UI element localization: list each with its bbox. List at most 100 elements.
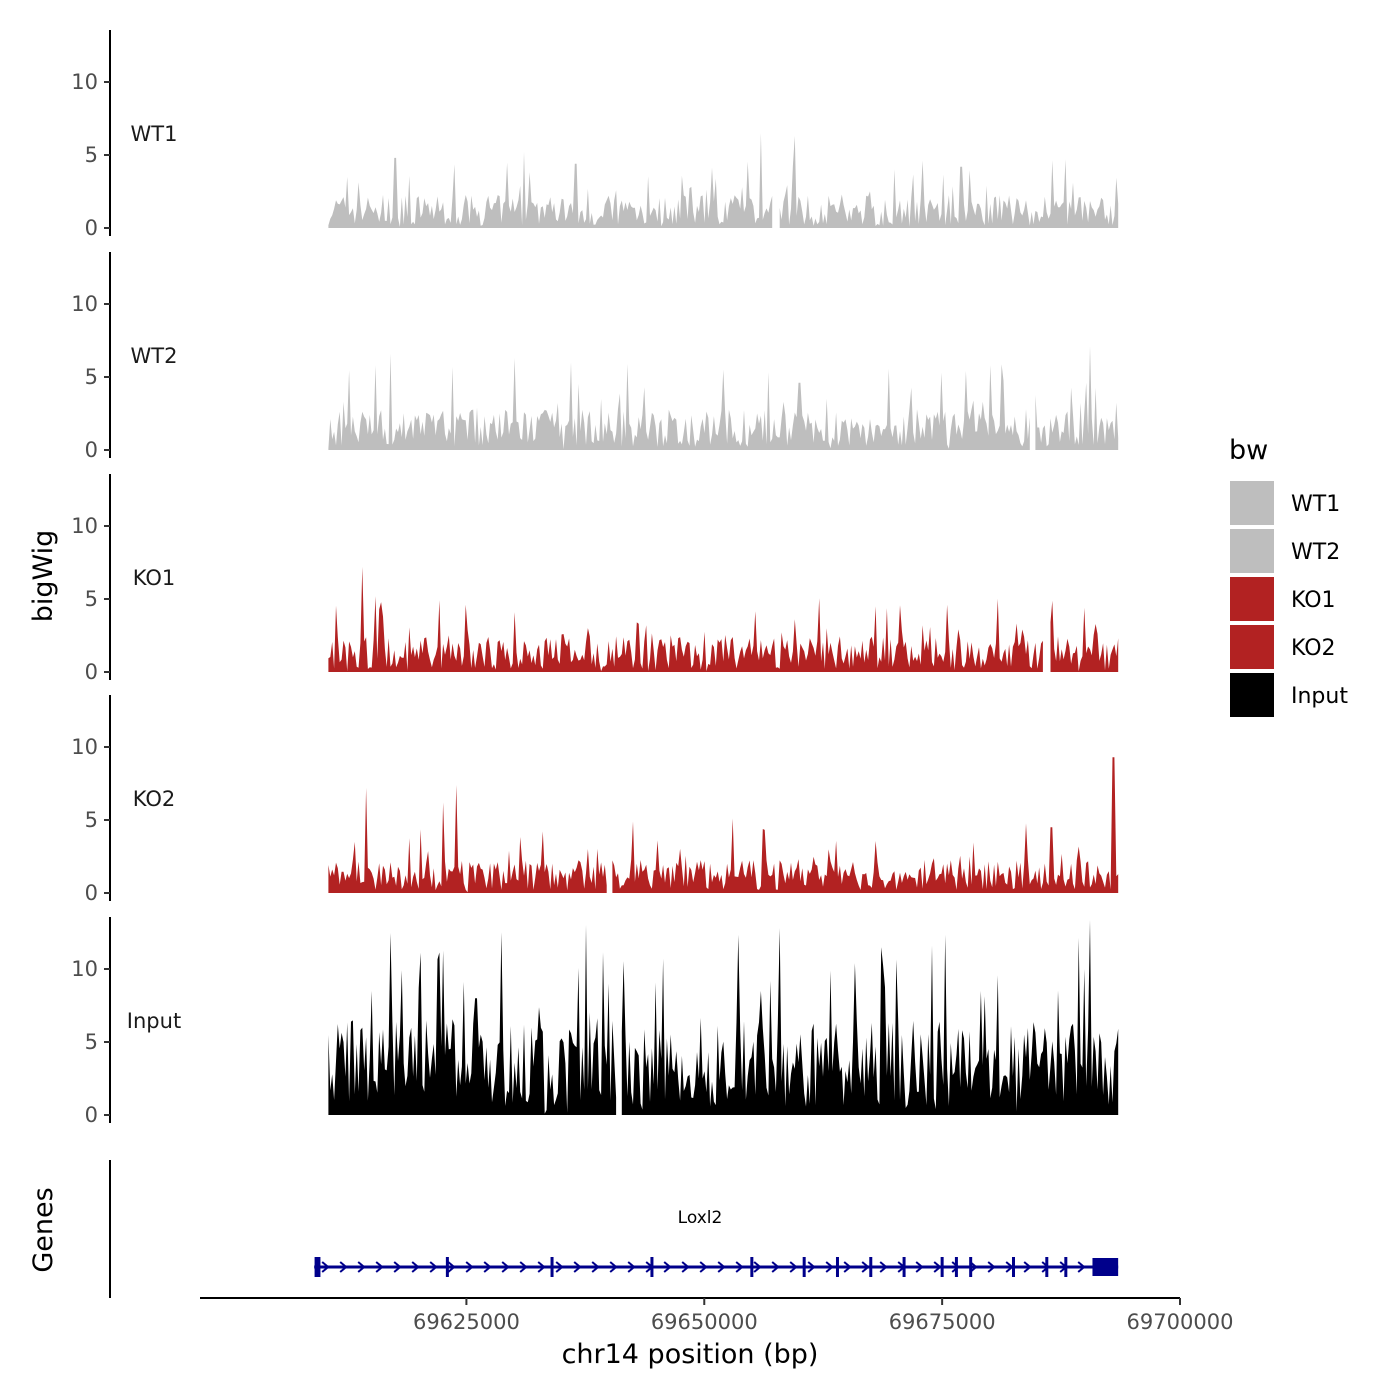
signal-area-wt1	[779, 136, 1119, 228]
strand-arrow	[339, 1261, 348, 1273]
signal-area-input	[328, 924, 617, 1115]
strand-arrow	[501, 1261, 510, 1273]
strand-arrow	[627, 1261, 636, 1273]
signal-area-input	[621, 920, 1119, 1115]
strand-arrow	[555, 1261, 564, 1273]
strand-arrow	[357, 1261, 366, 1273]
tracks-layer: 0 5 10 WT1 0 5 10 WT2 0 5 10 KO1 0 5 10 KO2 0 5 10 Input	[71, 30, 1119, 1127]
strand-arrow	[609, 1261, 618, 1273]
strand-arrow	[735, 1261, 744, 1273]
track-wt1: 0 5 10 WT1	[71, 30, 1119, 240]
y-tick-label: 5	[85, 143, 98, 167]
gene-track	[109, 1160, 1119, 1298]
exon	[317, 1257, 321, 1277]
strand-arrow	[393, 1261, 402, 1273]
track-input: 0 5 10 Input	[71, 917, 1119, 1127]
signal-area-ko1	[328, 566, 1043, 672]
genes-axis-title: Genes	[28, 1187, 59, 1272]
strand-arrow	[429, 1261, 438, 1273]
gene-label: Loxl2	[678, 1208, 723, 1228]
legend: WT1 WT2 KO1 KO2 Input	[1228, 479, 1348, 719]
legend-title: bw	[1229, 435, 1268, 466]
track-ko2: 0 5 10 KO2	[71, 695, 1119, 905]
strand-arrow	[699, 1261, 708, 1273]
exon	[550, 1257, 554, 1277]
strand-arrow	[861, 1261, 870, 1273]
legend-label-wt2: WT2	[1291, 540, 1340, 565]
exon	[1064, 1257, 1068, 1277]
exon	[750, 1257, 754, 1277]
exon	[1045, 1257, 1049, 1277]
legend-key-ko1	[1228, 575, 1276, 623]
y-tick-label: 5	[85, 365, 98, 389]
legend-label-ko2: KO2	[1291, 636, 1336, 661]
y-tick-label: 10	[71, 70, 98, 94]
legend-key-input	[1228, 671, 1276, 719]
strand-arrow	[933, 1261, 942, 1273]
strand-arrow	[591, 1261, 600, 1273]
exon	[314, 1257, 318, 1277]
strand-arrow	[771, 1261, 780, 1273]
strand-arrow	[951, 1261, 960, 1273]
strand-arrow	[1077, 1261, 1086, 1273]
x-tick-label: 69675000	[889, 1310, 996, 1334]
y-tick-label: 10	[71, 735, 98, 759]
y-tick-label: 0	[85, 216, 98, 240]
strand-arrow	[843, 1261, 852, 1273]
exon	[969, 1257, 973, 1277]
track-label: KO2	[133, 787, 176, 811]
strand-arrow	[321, 1261, 330, 1273]
track-label: Input	[127, 1009, 181, 1033]
exon	[445, 1257, 449, 1277]
strand-arrow	[411, 1261, 420, 1273]
legend-label-wt1: WT1	[1291, 492, 1340, 517]
track-label: WT2	[131, 344, 178, 368]
signal-area-ko2	[328, 785, 607, 893]
y-tick-label: 5	[85, 587, 98, 611]
strand-arrow	[447, 1261, 456, 1273]
signal-area-ko1	[1050, 600, 1119, 672]
strand-arrow	[663, 1261, 672, 1273]
signal-area-ko2	[612, 757, 1119, 893]
track-label: WT1	[131, 122, 178, 146]
y-tick-label: 0	[85, 438, 98, 462]
track-label: KO1	[133, 566, 176, 590]
exon	[940, 1257, 944, 1277]
exon	[802, 1257, 806, 1277]
strand-arrow	[573, 1261, 582, 1273]
strand-arrow	[807, 1261, 816, 1273]
strand-arrow	[879, 1261, 888, 1273]
y-tick-label: 10	[71, 514, 98, 538]
x-axis: 69625000 69650000 69675000 69700000	[200, 1297, 1233, 1334]
strand-arrow	[753, 1261, 762, 1273]
legend-key-wt2	[1228, 527, 1276, 575]
exon	[902, 1257, 906, 1277]
strand-arrow	[483, 1261, 492, 1273]
strand-arrow	[915, 1261, 924, 1273]
legend-label-ko1: KO1	[1291, 588, 1336, 613]
signal-area-wt2	[328, 353, 1030, 450]
x-tick-label: 69650000	[651, 1310, 758, 1334]
y-tick-label: 0	[85, 881, 98, 905]
track-ko1: 0 5 10 KO1	[71, 474, 1119, 684]
strand-arrow	[717, 1261, 726, 1273]
track-wt2: 0 5 10 WT2	[71, 252, 1119, 462]
legend-label-input: Input	[1291, 684, 1348, 709]
signal-area-wt1	[328, 133, 773, 228]
exon	[650, 1257, 654, 1277]
y-tick-label: 0	[85, 660, 98, 684]
exon-block	[1092, 1258, 1119, 1276]
y-tick-label: 10	[71, 957, 98, 981]
legend-key-wt1	[1228, 479, 1276, 527]
y-tick-label: 10	[71, 292, 98, 316]
strand-arrow	[825, 1261, 834, 1273]
y-tick-label: 5	[85, 808, 98, 832]
strand-arrow	[789, 1261, 798, 1273]
y-tick-label: 5	[85, 1030, 98, 1054]
signal-area-wt2	[1035, 346, 1119, 450]
strand-arrow	[681, 1261, 690, 1273]
strand-arrow	[537, 1261, 546, 1273]
strand-arrow	[987, 1261, 996, 1273]
exon	[954, 1257, 958, 1277]
